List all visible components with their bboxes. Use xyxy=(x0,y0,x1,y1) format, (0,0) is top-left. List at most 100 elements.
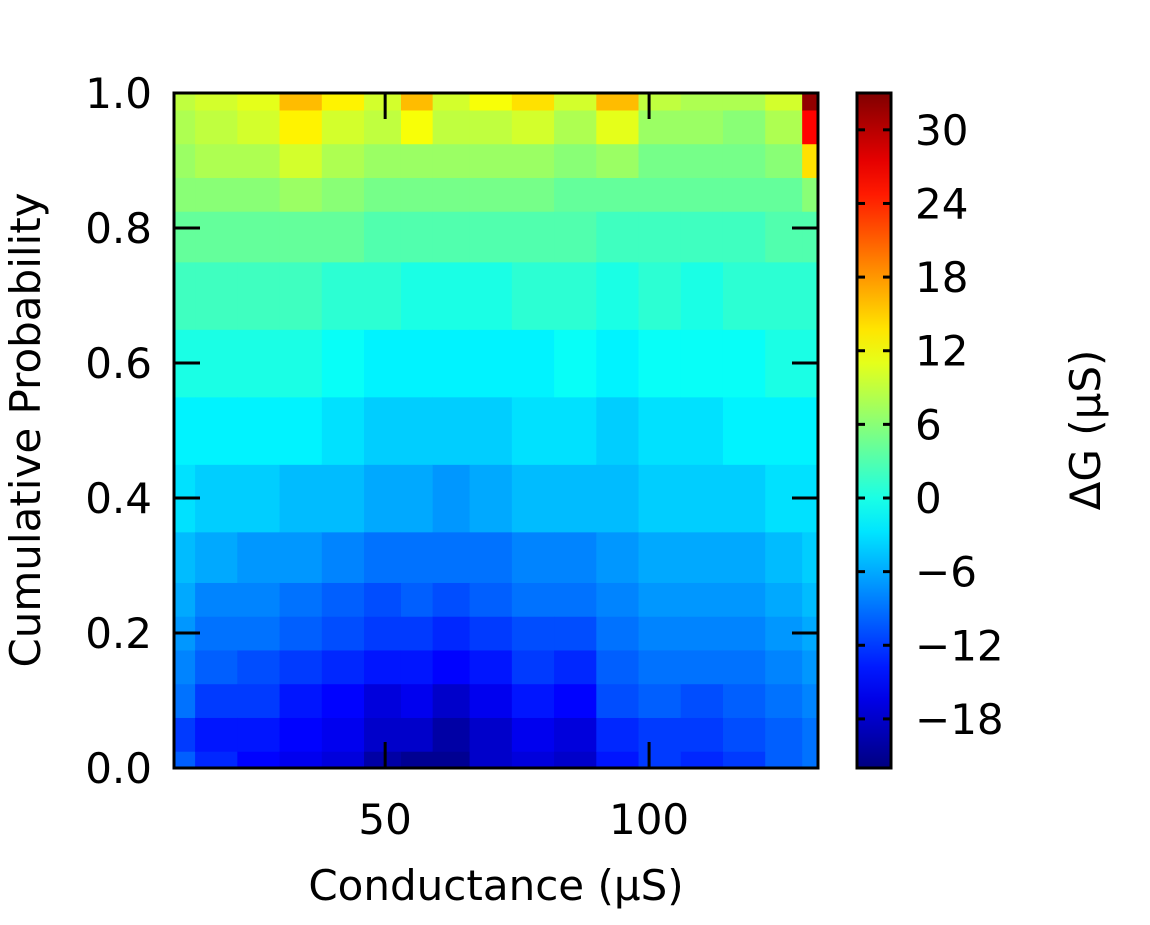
heatmap-cell xyxy=(174,649,196,685)
colorbar-tick-label: −12 xyxy=(915,621,1004,670)
heatmap-cell xyxy=(722,717,766,752)
heatmap-cell xyxy=(722,531,766,583)
heatmap-cell xyxy=(400,261,434,330)
heatmap-cell xyxy=(400,751,434,768)
heatmap-cell xyxy=(400,93,434,111)
heatmap-cell xyxy=(680,464,724,533)
heatmap-cell xyxy=(400,177,434,212)
y-tick-label: 0.2 xyxy=(85,609,152,658)
heatmap-cell xyxy=(802,93,818,111)
heatmap-cell xyxy=(596,717,640,752)
heatmap-cell xyxy=(364,751,402,768)
heatmap-cell xyxy=(511,109,555,145)
heatmap-cell xyxy=(638,177,682,212)
heatmap-cell xyxy=(432,683,471,718)
heatmap-cell xyxy=(237,649,281,685)
heatmap-cell xyxy=(321,464,365,533)
heatmap-cell xyxy=(237,751,281,768)
heatmap-cell xyxy=(174,93,196,111)
heatmap-cell xyxy=(195,649,238,685)
heatmap-cell xyxy=(195,717,238,752)
heatmap-cell xyxy=(802,582,818,617)
heatmap-cell xyxy=(511,464,555,533)
x-tick-label: 100 xyxy=(609,795,689,844)
heatmap-cell xyxy=(802,717,818,752)
heatmap-cell xyxy=(400,211,434,263)
heatmap-cell xyxy=(802,683,818,718)
heatmap-cell xyxy=(279,177,323,212)
colorbar-tick-label: −6 xyxy=(915,548,977,597)
heatmap-cell xyxy=(400,109,434,145)
heatmap-cell xyxy=(174,717,196,752)
heatmap-cell xyxy=(722,649,766,685)
y-axis-label: Cumulative Probability xyxy=(1,192,50,667)
heatmap-cell xyxy=(554,464,597,533)
heatmap-cell xyxy=(638,683,682,718)
heatmap-cell xyxy=(765,582,803,617)
heatmap-cell xyxy=(511,143,555,178)
heatmap-cell xyxy=(321,649,365,685)
heatmap-cell xyxy=(279,211,323,263)
heatmap-cell xyxy=(596,751,640,768)
heatmap-cell xyxy=(722,683,766,718)
heatmap-cell xyxy=(364,177,402,212)
heatmap-cell xyxy=(765,531,803,583)
heatmap-cell xyxy=(765,261,803,330)
heatmap-cell xyxy=(321,751,365,768)
heatmap-cell xyxy=(237,261,281,330)
heatmap-cell xyxy=(469,582,513,617)
heatmap-cell xyxy=(596,211,640,263)
heatmap-cell xyxy=(638,582,682,617)
heatmap-cell xyxy=(432,396,471,465)
heatmap-cell xyxy=(722,464,766,533)
heatmap-cell xyxy=(279,93,323,111)
heatmap-cell xyxy=(237,211,281,263)
heatmap-cell xyxy=(400,649,434,685)
heatmap-cell xyxy=(680,751,724,768)
heatmap-cell xyxy=(765,683,803,718)
heatmap-cell xyxy=(195,464,238,533)
heatmap-cell xyxy=(237,143,281,178)
heatmap-cell xyxy=(596,329,640,398)
heatmap-cell xyxy=(469,396,513,465)
heatmap-cell xyxy=(400,143,434,178)
colorbar-tick-label: 6 xyxy=(915,400,942,449)
heatmap-cell xyxy=(321,211,365,263)
heatmap-cell xyxy=(554,616,597,651)
heatmap-cell xyxy=(237,717,281,752)
heatmap-cell xyxy=(400,531,434,583)
heatmap-cell xyxy=(195,531,238,583)
heatmap-cell xyxy=(638,109,682,145)
colorbar-tick-label: 18 xyxy=(915,253,968,302)
heatmap-cell xyxy=(554,143,597,178)
heatmap-cell xyxy=(279,143,323,178)
heatmap-cell xyxy=(596,582,640,617)
heatmap-cell xyxy=(638,396,682,465)
heatmap-cell xyxy=(554,649,597,685)
heatmap-cell xyxy=(511,93,555,111)
heatmap-cell xyxy=(364,531,402,583)
heatmap-cell xyxy=(722,616,766,651)
heatmap-cell xyxy=(765,109,803,145)
heatmap-cell xyxy=(511,683,555,718)
heatmap-cell xyxy=(237,464,281,533)
heatmap-cell xyxy=(195,582,238,617)
heatmap-cell xyxy=(174,177,196,212)
y-tick-label: 0.0 xyxy=(85,744,152,793)
heatmap-cell xyxy=(638,717,682,752)
heatmap-cell xyxy=(279,329,323,398)
heatmap-cell xyxy=(680,717,724,752)
heatmap-cell xyxy=(364,649,402,685)
heatmap-cell xyxy=(195,93,238,111)
heatmap-cell xyxy=(321,143,365,178)
plot-frame xyxy=(172,91,820,770)
colorbar-label: ΔG (μS) xyxy=(1061,350,1110,511)
heatmap-cell xyxy=(237,582,281,617)
heatmap-cell xyxy=(554,261,597,330)
heatmap-cell xyxy=(596,396,640,465)
heatmap-cell xyxy=(765,751,803,768)
heatmap-cell xyxy=(511,649,555,685)
heatmap-cell xyxy=(680,329,724,398)
heatmap-cell xyxy=(432,93,471,111)
heatmap-cell xyxy=(511,751,555,768)
